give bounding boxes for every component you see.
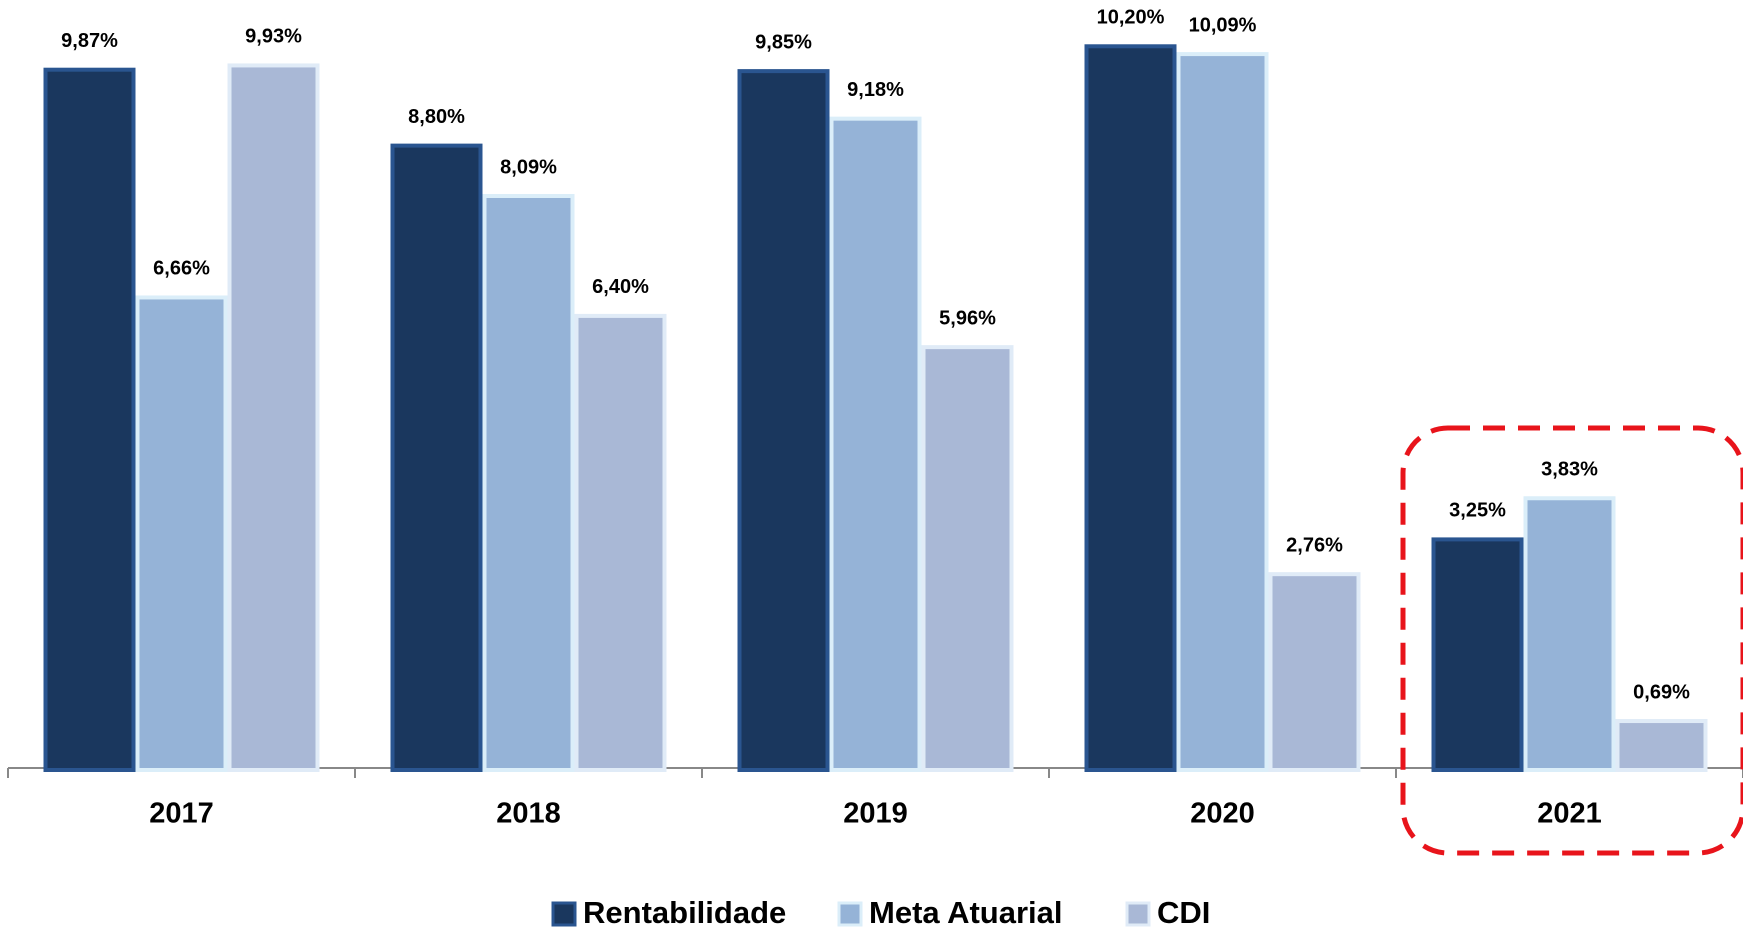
bar: [574, 313, 667, 772]
legend-swatch: [837, 901, 863, 927]
bar: [482, 193, 575, 772]
x-tick-label: 2018: [496, 798, 561, 830]
data-label: 10,09%: [1189, 14, 1257, 36]
x-tick-label: 2021: [1537, 798, 1602, 830]
data-label: 9,18%: [847, 79, 904, 101]
x-tick-label: 2017: [149, 798, 214, 830]
data-label: 9,87%: [61, 30, 118, 52]
legend-label: Meta Atuarial: [869, 895, 1063, 930]
data-label: 5,96%: [939, 307, 996, 329]
data-label: 6,66%: [153, 258, 210, 280]
bar: [1431, 537, 1524, 773]
data-label: 10,20%: [1097, 7, 1165, 29]
legend-label: CDI: [1157, 895, 1210, 930]
bar: [135, 295, 228, 772]
bar: [1176, 52, 1269, 773]
data-label: 8,09%: [500, 156, 557, 178]
data-label: 6,40%: [592, 276, 649, 298]
x-tick-label: 2019: [843, 798, 908, 830]
data-label: 0,69%: [1633, 681, 1690, 703]
data-label: 9,93%: [245, 26, 302, 48]
bar: [43, 67, 136, 772]
x-tick-label: 2020: [1190, 798, 1255, 830]
bar: [737, 69, 830, 773]
bar: [1523, 496, 1616, 772]
highlight-box: [1400, 425, 1743, 856]
bar: [829, 116, 922, 772]
bar: [390, 143, 483, 773]
bar: [1615, 719, 1708, 772]
legend-swatch: [551, 901, 577, 927]
legend-label: Rentabilidade: [583, 895, 786, 930]
data-label: 3,83%: [1541, 459, 1598, 481]
data-label: 3,25%: [1449, 500, 1506, 522]
legend-swatch: [1125, 901, 1151, 927]
data-label: 2,76%: [1286, 534, 1343, 556]
bar: [921, 345, 1014, 772]
data-label: 9,85%: [755, 31, 812, 53]
data-label: 8,80%: [408, 106, 465, 128]
bar: [1084, 44, 1177, 773]
bar: [1268, 572, 1361, 773]
bar: [227, 63, 320, 772]
